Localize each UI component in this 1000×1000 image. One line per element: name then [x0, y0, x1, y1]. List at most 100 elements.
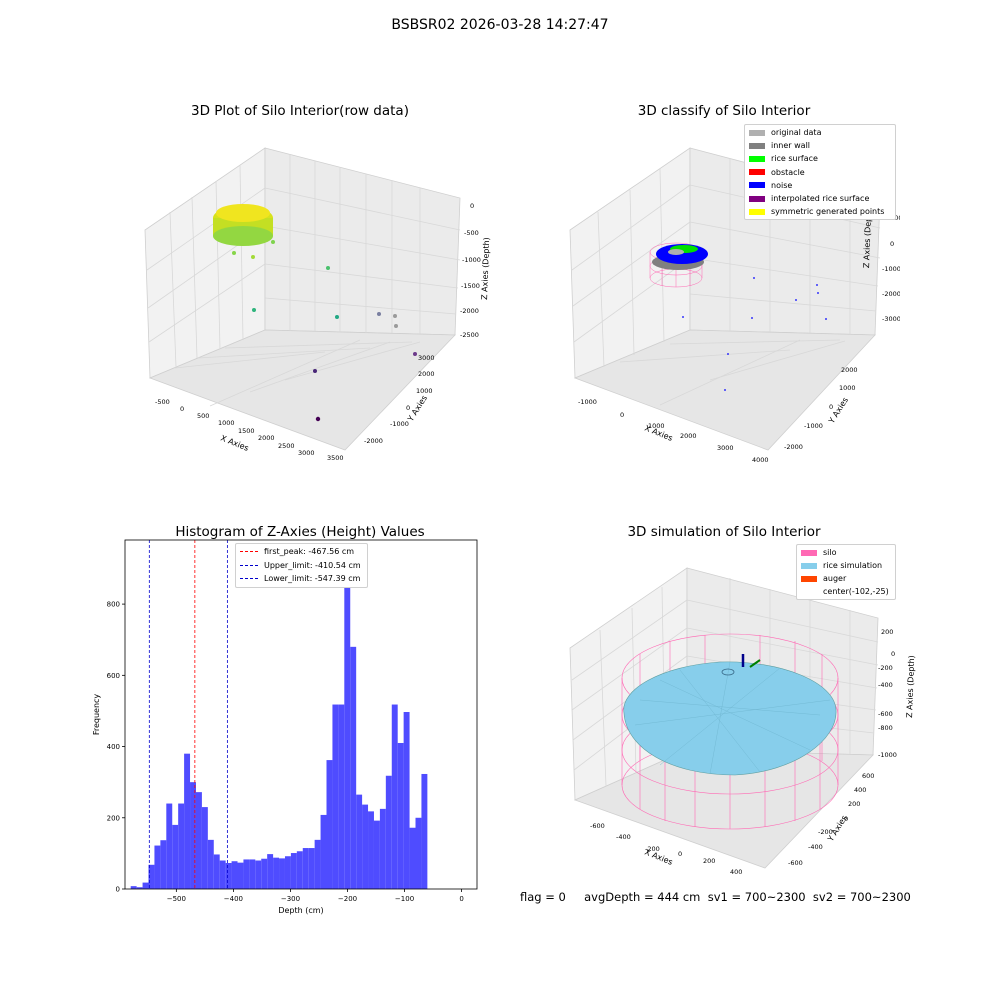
panel1-z-tick: -1500	[461, 282, 480, 290]
panel2-noise-point	[817, 292, 819, 294]
panel4-z-tick: -600	[878, 710, 893, 718]
histogram-bar	[178, 803, 185, 889]
panel2-legend-label: inner wall	[771, 141, 811, 151]
panel4-z-tick: 200	[881, 628, 893, 636]
panel4-legend-label: silo	[823, 548, 837, 557]
panel2-legend-swatch	[749, 195, 765, 202]
panel2-legend-item: rice surface	[749, 152, 818, 165]
histogram-bar	[350, 646, 357, 889]
panel2-z-tick: -2000	[882, 290, 900, 298]
panel4-y-tick: 600	[862, 772, 874, 780]
panel3-histogram: −500 −400 −300 −200 −100 0 0 200 400 600 800 Depth …	[92, 539, 478, 915]
panel2-legend-item: obstacle	[749, 166, 805, 179]
panel1-x-tick: 1500	[238, 427, 255, 435]
panel1-z-label: Z Axies (Depth)	[480, 237, 491, 300]
panel4-3d-plot: -600 -400 -200 0 200 400 -600 -400 -200 …	[569, 567, 916, 876]
panel2-legend-swatch	[749, 142, 765, 149]
panel1-y-tick: 0	[406, 404, 410, 412]
panel1-rice-cluster-top	[216, 204, 270, 222]
panel2-legend-swatch	[749, 208, 765, 215]
histogram-bar	[373, 820, 380, 889]
histogram-bar	[409, 827, 416, 889]
panel4-legend: silo rice simulation auger center(-102,-25)	[796, 544, 896, 600]
panel2-y-tick: 1000	[839, 384, 856, 392]
panel2-original-data	[668, 249, 684, 255]
panel2-noise-points	[682, 277, 827, 391]
panel2-y-tick: -1000	[804, 422, 823, 430]
panel2-legend-label: obstacle	[771, 167, 805, 177]
histogram-bar	[368, 811, 374, 889]
panel1-x-tick: -500	[155, 398, 170, 406]
panel4-y-tick: 0	[844, 815, 848, 823]
panel2-legend-item: original data	[749, 126, 821, 139]
histogram-bar	[391, 704, 398, 889]
panel4-auger-arm	[749, 659, 761, 668]
histogram-bar	[142, 882, 149, 889]
histogram-bar	[385, 775, 392, 889]
histogram-bar	[190, 782, 196, 889]
histogram-bar	[154, 845, 161, 889]
panel2-legend-label: symmetric generated points	[771, 207, 885, 217]
panel1-x-tick: 3000	[298, 449, 315, 457]
panel3-legend-item: Lower_limit: -547.39 cm	[240, 572, 360, 586]
panel1-point	[335, 315, 339, 319]
panel3-legend-swatch	[240, 551, 258, 553]
histogram-bar	[279, 858, 285, 889]
panel1-z-tick: -500	[464, 229, 479, 237]
histogram-bar	[314, 839, 321, 889]
histogram-bar	[379, 808, 386, 889]
panel4-rice-simulation	[623, 661, 837, 776]
histogram-bar	[249, 859, 256, 889]
panel4-x-tick: 200	[703, 857, 715, 865]
panel4-x-tick: -600	[590, 822, 605, 830]
panel4-z-tick: -200	[878, 664, 893, 672]
panel3-legend-label: Upper_limit: -410.54 cm	[264, 560, 361, 570]
panel2-z-tick: -1000	[882, 265, 900, 273]
panel4-z-label: Z Axies (Depth)	[905, 655, 916, 718]
panel1-y-tick: -2000	[364, 437, 383, 445]
panel1-x-tick: 0	[180, 405, 184, 413]
panel2-noise-point	[825, 318, 827, 320]
panel2-legend: original data inner wall rice surface obsta…	[744, 124, 896, 220]
histogram-bar	[403, 712, 410, 889]
panel2-x-tick: 2000	[680, 432, 697, 440]
panel2-legend-swatch	[749, 155, 765, 162]
panel4-legend-item: rice simulation	[801, 559, 882, 572]
histogram-bar	[267, 854, 274, 889]
panel4-y-tick: -200	[818, 828, 833, 836]
histogram-y-tick-label: 600	[107, 672, 120, 680]
panel4-auger-marker	[741, 654, 761, 668]
panel2-legend-item: inner wall	[749, 139, 810, 152]
histogram-bar	[415, 817, 422, 889]
histogram-bar	[225, 863, 232, 889]
histogram-bar	[160, 840, 167, 889]
histogram-bar	[166, 803, 173, 889]
panel4-rice-surface	[623, 661, 837, 776]
panel4-legend-item: silo	[801, 546, 837, 559]
histogram-bar	[195, 792, 202, 889]
histogram-bar	[273, 857, 280, 889]
panel2-tick-labels: -1000 0 1000 2000 3000 4000 -2000 -1000 …	[578, 214, 900, 464]
panel4-legend-label: auger	[823, 574, 847, 583]
panel1-point	[413, 352, 417, 356]
panel4-tick-labels: -600 -400 -200 0 200 400 -600 -400 -200 …	[590, 628, 897, 876]
histogram-bar	[213, 854, 220, 889]
panel2-noise-point	[682, 316, 684, 318]
panel4-legend-swatch	[801, 549, 817, 556]
histogram-bar	[172, 824, 179, 889]
panel4-legend-item: auger	[801, 572, 846, 585]
histogram-x-tick-label: −200	[338, 895, 357, 903]
panel1-z-tick: -2500	[460, 331, 479, 339]
histogram-y-label: Frequency	[92, 694, 101, 736]
panel1-surface-points	[213, 204, 273, 246]
histogram-bar	[290, 853, 297, 889]
panel1-point	[271, 240, 275, 244]
panel1-point	[377, 312, 381, 316]
panel4-legend-swatch	[801, 575, 817, 582]
panel1-x-tick: 2500	[278, 442, 295, 450]
panel4-z-tick: -400	[878, 681, 893, 689]
panel1-point	[232, 251, 236, 255]
histogram-y-tick-label: 800	[107, 601, 120, 609]
panel1-y-tick: 1000	[416, 387, 433, 395]
panel1-point	[252, 308, 256, 312]
